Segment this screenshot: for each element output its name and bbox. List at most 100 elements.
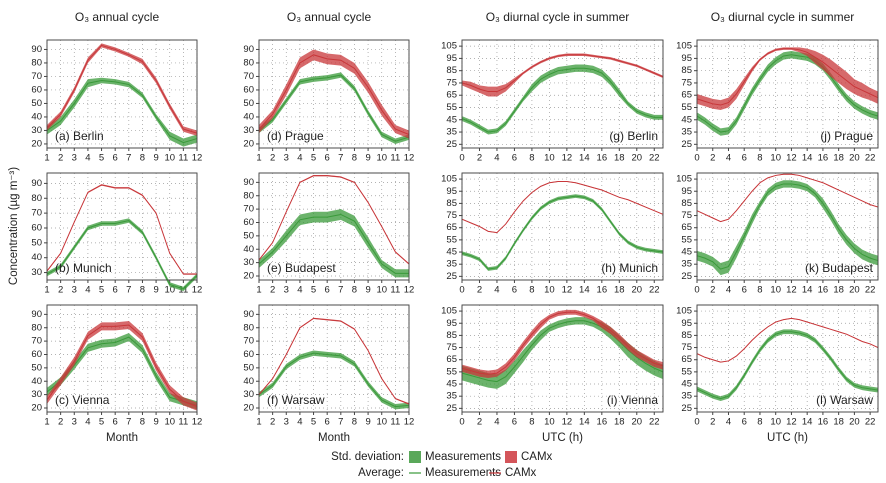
x-tick-label: 8: [352, 417, 357, 428]
y-tick-label: 85: [681, 330, 692, 341]
y-tick-label: 105: [441, 306, 457, 317]
x-tick-label: 10: [770, 285, 781, 296]
y-tick-label: 40: [243, 244, 254, 255]
y-tick-label: 75: [681, 342, 692, 353]
x-tick-label: 2: [710, 153, 715, 164]
panel-label: (g) Berlin: [609, 129, 658, 143]
x-axis-label: Month: [106, 432, 138, 444]
y-tick-label: 55: [446, 102, 457, 113]
x-tick-label: 7: [338, 285, 343, 296]
y-tick-label: 90: [31, 309, 42, 320]
mean-line: [461, 54, 664, 93]
x-tick-label: 10: [544, 417, 555, 428]
y-tick-label: 65: [681, 222, 692, 233]
x-tick-label: 3: [72, 285, 77, 296]
mean-line: [461, 195, 664, 270]
x-tick-label: 6: [325, 285, 330, 296]
y-tick-label: 105: [676, 41, 692, 52]
mean-line: [461, 67, 663, 133]
plot-border: [696, 39, 879, 149]
std-band: [47, 321, 197, 411]
x-tick-label: 18: [614, 153, 625, 164]
y-tick-label: 35: [446, 391, 457, 402]
y-tick-label: 55: [681, 366, 692, 377]
y-tick-label: 105: [441, 174, 457, 185]
x-tick-label: 10: [770, 153, 781, 164]
mean-line: [46, 220, 198, 290]
y-tick-label: 60: [31, 223, 42, 234]
y-tick-label: 60: [243, 84, 254, 95]
y-tick-label: 90: [31, 44, 42, 55]
x-tick-label: 9: [153, 417, 158, 428]
panel-label: (k) Budapest: [805, 261, 874, 275]
mean-line: [461, 311, 664, 375]
x-tick-label: 1: [256, 153, 261, 164]
x-tick-label: 11: [390, 153, 400, 164]
x-tick-label: 3: [72, 417, 77, 428]
y-tick-label: 55: [681, 234, 692, 245]
x-tick-label: 4: [494, 417, 499, 428]
y-tick-label: 20: [243, 403, 254, 414]
x-tick-label: 6: [742, 417, 747, 428]
mean-line: [461, 181, 664, 234]
x-tick-label: 8: [140, 417, 145, 428]
x-tick-label: 22: [865, 417, 876, 428]
x-tick-label: 4: [85, 153, 90, 164]
std-band: [462, 309, 663, 378]
y-tick-label: 90: [31, 178, 42, 189]
y-tick-label: 30: [243, 257, 254, 268]
y-tick-label: 40: [31, 376, 42, 387]
x-tick-label: 2: [58, 153, 63, 164]
y-tick-label: 20: [31, 138, 42, 149]
mean-line: [258, 175, 410, 265]
y-tick-label: 65: [446, 222, 457, 233]
x-tick-label: 8: [140, 153, 145, 164]
y-tick-label: 90: [243, 44, 254, 55]
x-tick-label: 10: [544, 153, 555, 164]
x-axis-label: UTC (h): [767, 432, 808, 444]
y-tick-label: 45: [446, 379, 457, 390]
panel-label: (d) Prague: [267, 129, 324, 143]
y-tick-label: 80: [243, 57, 254, 68]
y-tick-label: 20: [31, 403, 42, 414]
mean-line: [258, 213, 409, 274]
y-tick-label: 30: [31, 267, 42, 278]
x-tick-label: 14: [802, 285, 813, 296]
x-tick-label: 14: [802, 417, 813, 428]
plot-border: [46, 172, 198, 281]
y-tick-label: 30: [31, 125, 42, 136]
x-tick-label: 12: [404, 153, 415, 164]
x-tick-label: 20: [631, 153, 642, 164]
x-tick-label: 3: [72, 153, 77, 164]
mean-line: [696, 317, 879, 363]
x-tick-label: 0: [459, 417, 464, 428]
panel-title: O₃ annual cycle: [75, 10, 160, 24]
x-tick-label: 2: [477, 417, 482, 428]
mean-line: [696, 54, 879, 133]
y-tick-label: 25: [681, 403, 692, 414]
x-tick-label: 2: [270, 153, 275, 164]
y-tick-label: 75: [681, 210, 692, 221]
x-tick-label: 0: [459, 153, 464, 164]
x-tick-label: 2: [270, 417, 275, 428]
y-tick-label: 30: [31, 389, 42, 400]
x-tick-label: 6: [325, 417, 330, 428]
x-tick-label: 8: [352, 153, 357, 164]
x-tick-label: 9: [365, 285, 370, 296]
y-tick-label: 25: [446, 139, 457, 150]
x-tick-label: 10: [164, 153, 175, 164]
y-tick-label: 65: [681, 90, 692, 101]
x-tick-label: 12: [404, 285, 415, 296]
x-tick-label: 18: [614, 285, 625, 296]
x-tick-label: 4: [85, 417, 90, 428]
y-tick-label: 70: [243, 204, 254, 215]
y-tick-label: 95: [681, 53, 692, 64]
x-tick-label: 11: [178, 153, 188, 164]
y-tick-label: 40: [31, 111, 42, 122]
legend-swatch: [505, 451, 517, 463]
x-tick-label: 10: [770, 417, 781, 428]
x-tick-label: 9: [153, 285, 158, 296]
y-tick-label: 50: [243, 230, 254, 241]
y-tick-label: 30: [243, 389, 254, 400]
